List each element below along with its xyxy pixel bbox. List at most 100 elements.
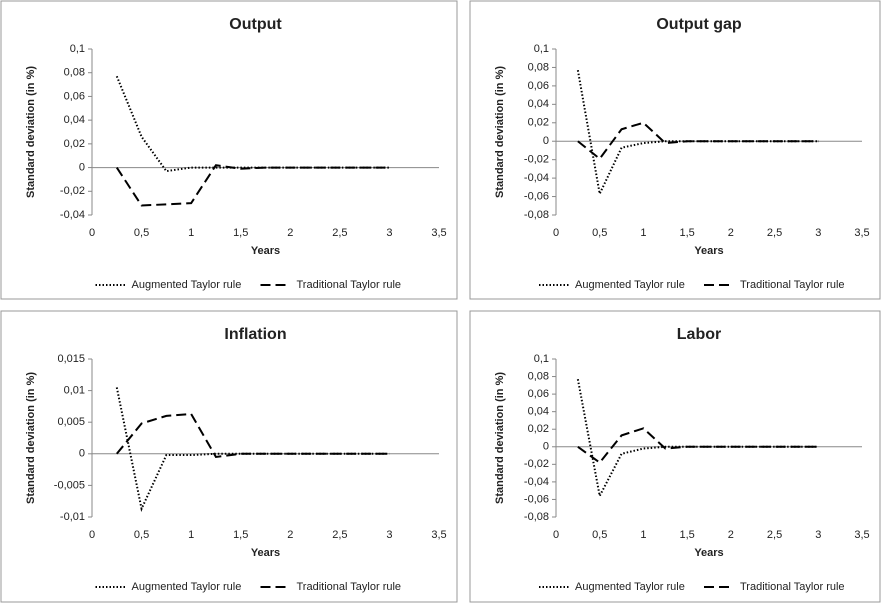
x-tick-label: 3,5 — [431, 529, 446, 541]
x-tick-label: 2,5 — [767, 529, 782, 541]
legend-label: Augmented Taylor rule — [575, 279, 685, 291]
chart-title: Inflation — [224, 326, 286, 343]
x-tick-label: 2,5 — [332, 227, 347, 239]
y-tick-label: 0,06 — [528, 388, 549, 400]
y-tick-label: -0,04 — [60, 209, 85, 221]
x-tick-label: 3 — [815, 529, 821, 541]
y-tick-label: -0,04 — [524, 172, 549, 184]
y-tick-label: 0,015 — [57, 353, 85, 365]
y-tick-label: 0 — [543, 441, 549, 453]
legend-label: Traditional Taylor rule — [740, 279, 845, 291]
y-tick-label: -0,04 — [524, 476, 549, 488]
chart-panel: Output Standard deviation (in %) -0,04 -0,0… — [0, 0, 458, 300]
x-tick-label: 3,5 — [854, 227, 869, 239]
y-tick-label: -0,02 — [524, 154, 549, 166]
x-tick-label: 0 — [553, 529, 559, 541]
panel-border — [0, 0, 458, 300]
x-tick-label: 0,5 — [134, 227, 149, 239]
x-tick-label: 0,5 — [592, 529, 607, 541]
x-tick-label: 2,5 — [767, 227, 782, 239]
panel-border — [0, 310, 458, 603]
y-tick-label: 0,08 — [528, 370, 549, 382]
y-axis-title: Standard deviation (in %) — [494, 372, 506, 504]
legend-label: Augmented Taylor rule — [575, 581, 685, 593]
x-tick-label: 0,5 — [592, 227, 607, 239]
x-tick-label: 1 — [640, 227, 646, 239]
y-axis-title: Standard deviation (in %) — [25, 372, 37, 504]
y-tick-label: 0,04 — [528, 98, 549, 110]
x-axis-title: Years — [694, 547, 723, 559]
y-tick-label: 0,08 — [64, 67, 85, 79]
y-tick-label: -0,01 — [60, 511, 85, 523]
y-tick-label: 0,1 — [70, 43, 85, 55]
x-tick-label: 1 — [188, 529, 194, 541]
y-tick-label: 0,02 — [64, 138, 85, 150]
x-tick-label: 1,5 — [679, 529, 694, 541]
legend-label: Traditional Taylor rule — [297, 581, 402, 593]
y-tick-label: 0,005 — [57, 416, 85, 428]
chart-panel: Labor Standard deviation (in %) -0,08 -0,06… — [469, 310, 881, 603]
series-line — [577, 427, 819, 464]
y-tick-label: -0,02 — [60, 185, 85, 197]
chart-panel: Inflation Standard deviation (in %) -0,01 -… — [0, 310, 458, 603]
x-tick-label: 0,5 — [134, 529, 149, 541]
x-tick-label: 2 — [287, 227, 293, 239]
x-tick-label: 3,5 — [854, 529, 869, 541]
y-tick-label: -0,06 — [524, 190, 549, 202]
y-tick-label: -0,06 — [524, 493, 549, 505]
panel-border — [469, 310, 881, 603]
legend-label: Augmented Taylor rule — [132, 581, 242, 593]
legend-label: Augmented Taylor rule — [132, 279, 242, 291]
y-tick-label: 0,08 — [528, 61, 549, 73]
series-line — [576, 379, 819, 499]
y-tick-label: -0,02 — [524, 458, 549, 470]
y-tick-label: 0,1 — [534, 353, 549, 365]
x-tick-label: 1,5 — [679, 227, 694, 239]
y-tick-label: 0,06 — [64, 90, 85, 102]
legend-label: Traditional Taylor rule — [297, 279, 402, 291]
y-tick-label: 0,02 — [528, 117, 549, 129]
x-tick-label: 2 — [287, 529, 293, 541]
chart-title: Labor — [677, 326, 721, 343]
legend-label: Traditional Taylor rule — [740, 581, 845, 593]
y-tick-label: 0,04 — [64, 114, 85, 126]
x-axis-title: Years — [251, 547, 280, 559]
y-tick-label: -0,005 — [54, 479, 85, 491]
y-axis-title: Standard deviation (in %) — [494, 66, 506, 198]
series-line — [115, 164, 390, 207]
chart-title: Output — [229, 16, 282, 33]
x-tick-label: 3,5 — [431, 227, 446, 239]
y-tick-label: 0,1 — [534, 43, 549, 55]
panel-border — [469, 0, 881, 300]
chart-panel: Output gap Standard deviation (in %) -0,08… — [469, 0, 881, 300]
y-tick-label: 0,02 — [528, 423, 549, 435]
series-line — [115, 75, 390, 173]
x-tick-label: 2,5 — [332, 529, 347, 541]
x-tick-label: 3 — [815, 227, 821, 239]
series-line — [115, 387, 390, 512]
y-tick-label: 0,04 — [528, 406, 549, 418]
x-tick-label: 1,5 — [233, 227, 248, 239]
x-axis-title: Years — [694, 245, 723, 257]
x-tick-label: 0 — [89, 529, 95, 541]
y-tick-label: -0,08 — [524, 209, 549, 221]
x-tick-label: 2 — [728, 227, 734, 239]
x-tick-label: 0 — [89, 227, 95, 239]
series-line — [576, 70, 819, 198]
x-tick-label: 1,5 — [233, 529, 248, 541]
y-tick-label: 0 — [79, 161, 85, 173]
x-tick-label: 2 — [728, 529, 734, 541]
y-tick-label: 0,01 — [64, 385, 85, 397]
y-tick-label: -0,08 — [524, 511, 549, 523]
y-axis-title: Standard deviation (in %) — [25, 66, 37, 198]
series-line — [577, 121, 819, 161]
y-tick-label: 0 — [79, 448, 85, 460]
x-tick-label: 3 — [386, 529, 392, 541]
x-tick-label: 1 — [188, 227, 194, 239]
x-axis-title: Years — [251, 245, 280, 257]
y-tick-label: 0 — [543, 135, 549, 147]
chart-title: Output gap — [656, 16, 742, 33]
series-line — [116, 412, 390, 459]
x-tick-label: 1 — [640, 529, 646, 541]
